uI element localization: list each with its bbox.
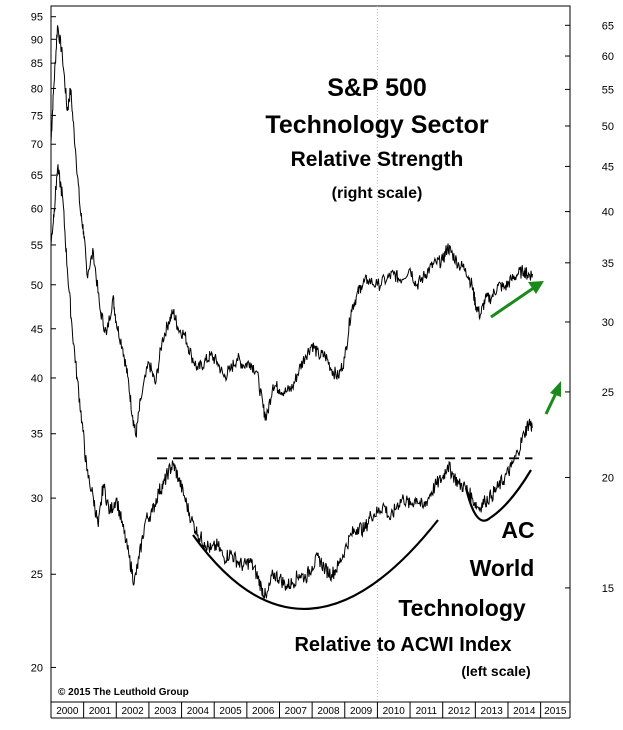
right-tick-label: 55 — [602, 84, 614, 96]
title-line-3: Relative Strength — [291, 148, 464, 171]
right-tick-label: 65 — [602, 20, 614, 32]
small-bottom-curve — [464, 469, 532, 522]
left-tick-label: 75 — [31, 110, 43, 122]
year-label: 2000 — [56, 706, 79, 717]
year-label: 2001 — [89, 706, 112, 717]
year-label: 2009 — [350, 706, 373, 717]
year-label: 2004 — [187, 706, 210, 717]
left-tick-label: 65 — [31, 170, 43, 182]
year-label: 2011 — [416, 706, 438, 717]
left-tick-label: 85 — [31, 58, 43, 70]
annotation-line-2: World — [470, 555, 535, 581]
year-label: 2007 — [285, 706, 308, 717]
lower-trend-arrowhead-icon — [550, 381, 561, 397]
year-label: 2010 — [383, 706, 406, 717]
series-line-acwi-tech-rs — [50, 164, 533, 601]
right-tick-label: 25 — [602, 387, 614, 399]
left-tick-label: 30 — [31, 493, 43, 505]
left-tick-label: 80 — [31, 83, 43, 95]
title-line-2: Technology Sector — [265, 111, 488, 139]
left-tick-label: 50 — [31, 280, 43, 292]
upper-trend-arrow — [490, 285, 536, 319]
right-tick-label: 50 — [602, 121, 614, 133]
right-tick-label: 60 — [602, 51, 614, 63]
left-tick-label: 20 — [31, 662, 43, 674]
right-tick-label: 45 — [602, 161, 614, 173]
annotation-line-3: Technology — [398, 595, 526, 621]
year-label: 2005 — [219, 706, 242, 717]
title-line-1: S&P 500 — [327, 74, 427, 102]
series-line-tech-sector-rs — [50, 25, 533, 438]
lower-trend-arrow — [544, 392, 558, 415]
annotation-line-5: (left scale) — [461, 663, 530, 679]
plot-frame — [50, 5, 571, 703]
year-label: 2013 — [481, 706, 504, 717]
year-label: 2003 — [154, 706, 177, 717]
year-label: 2006 — [252, 706, 275, 717]
year-label: 2015 — [544, 706, 567, 717]
right-tick-label: 15 — [602, 583, 614, 595]
year-label: 2012 — [448, 706, 471, 717]
left-tick-label: 60 — [31, 204, 43, 216]
left-tick-label: 25 — [31, 569, 43, 581]
annotation-line-1: AC — [501, 517, 534, 543]
right-tick-label: 40 — [602, 207, 614, 219]
year-label: 2014 — [513, 706, 536, 717]
left-tick-label: 90 — [31, 34, 43, 46]
left-tick-label: 45 — [31, 324, 43, 336]
left-tick-label: 70 — [31, 139, 43, 151]
year-label: 2008 — [317, 706, 340, 717]
title-line-4: (right scale) — [332, 185, 423, 202]
left-tick-label: 55 — [31, 240, 43, 252]
right-tick-label: 30 — [602, 317, 614, 329]
rounding-bottom-curve — [192, 519, 439, 611]
upper-trend-arrowhead-icon — [528, 281, 544, 294]
left-tick-label: 95 — [31, 12, 43, 24]
copyright-text: © 2015 The Leuthold Group — [58, 687, 189, 698]
right-tick-label: 20 — [602, 473, 614, 485]
right-tick-label: 35 — [602, 258, 614, 270]
left-tick-label: 35 — [31, 429, 43, 441]
left-tick-label: 40 — [31, 373, 43, 385]
annotation-line-4: Relative to ACWI Index — [294, 634, 511, 656]
year-label: 2002 — [121, 706, 144, 717]
